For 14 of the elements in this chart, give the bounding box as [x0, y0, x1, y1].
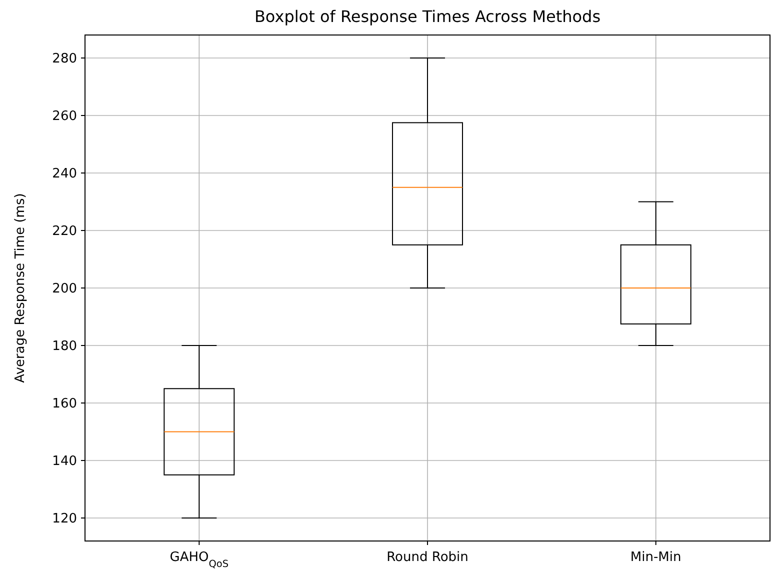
y-tick-label: 240 [52, 166, 77, 182]
y-axis-title: Average Response Time (ms) [13, 193, 28, 383]
chart-title: Boxplot of Response Times Across Methods [254, 7, 601, 26]
y-tick-label: 160 [52, 396, 77, 412]
y-tick-label: 220 [52, 224, 77, 240]
x-tick-label: GAHO$_{QoS}$ [170, 550, 229, 570]
x-tick-label: Round Robin [386, 550, 468, 565]
x-tick-label: Min-Min [630, 550, 682, 565]
y-tick-label: 180 [52, 339, 77, 354]
y-tick-label: 120 [52, 512, 77, 527]
y-tick-label: 260 [52, 109, 77, 124]
y-tick-label: 140 [52, 454, 77, 470]
y-tick-label: 280 [52, 52, 77, 67]
y-tick-label: 200 [52, 282, 77, 297]
